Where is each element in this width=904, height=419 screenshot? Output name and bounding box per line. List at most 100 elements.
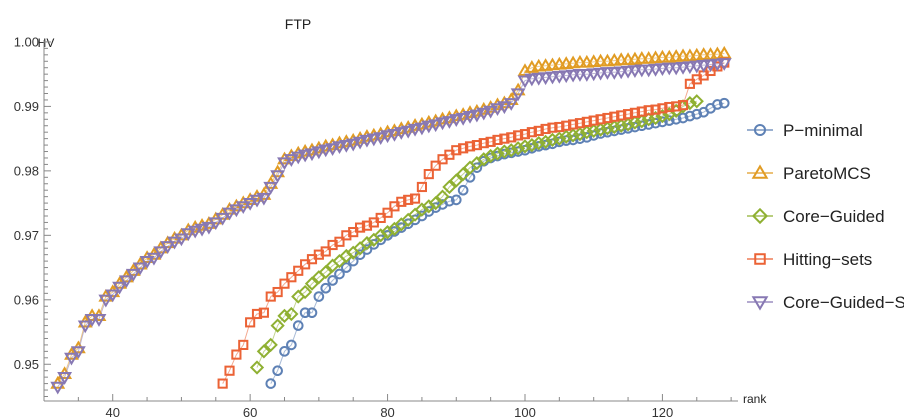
data-point xyxy=(668,62,684,76)
data-point xyxy=(586,123,601,139)
data-point xyxy=(112,281,128,295)
plot-area xyxy=(50,45,732,395)
data-point xyxy=(703,59,718,73)
data-point xyxy=(682,61,698,75)
x-tick-label: 100 xyxy=(514,405,536,419)
legend-marker xyxy=(751,164,769,179)
data-point xyxy=(272,365,283,377)
data-point xyxy=(661,62,677,76)
data-point xyxy=(334,236,345,247)
data-point xyxy=(709,58,725,72)
data-point xyxy=(499,133,510,144)
y-tick-label: 0.95 xyxy=(14,357,39,372)
data-point xyxy=(341,262,352,273)
y-axis-title: HV xyxy=(38,36,55,50)
data-point xyxy=(497,144,512,159)
data-point xyxy=(641,64,657,78)
data-point xyxy=(657,103,668,114)
x-tick-label: 40 xyxy=(105,405,119,419)
data-point xyxy=(354,222,366,233)
data-point xyxy=(235,201,251,215)
data-point xyxy=(565,128,581,143)
data-point xyxy=(242,197,258,211)
data-point xyxy=(490,146,505,161)
data-point xyxy=(249,194,265,208)
data-point xyxy=(421,120,437,134)
legend-item: Hitting−sets xyxy=(747,250,872,269)
legend-label: Core−Guided xyxy=(783,207,885,226)
data-point xyxy=(231,349,242,360)
data-point xyxy=(622,109,634,120)
data-point xyxy=(400,125,416,139)
data-point xyxy=(361,244,373,255)
data-point xyxy=(629,107,641,118)
data-point xyxy=(581,116,592,127)
data-point xyxy=(263,337,278,353)
data-point xyxy=(304,148,320,162)
x-tick-label: 120 xyxy=(652,405,674,419)
data-point xyxy=(716,45,732,59)
data-point xyxy=(504,143,519,158)
data-point xyxy=(256,344,271,359)
data-point xyxy=(677,100,689,111)
data-point xyxy=(311,146,327,160)
series-diamond xyxy=(249,94,704,375)
data-point xyxy=(318,264,333,280)
data-point xyxy=(627,65,643,78)
data-point xyxy=(125,268,141,282)
data-point xyxy=(160,241,176,254)
data-point xyxy=(483,105,499,119)
data-point xyxy=(64,352,79,366)
data-point xyxy=(600,121,615,136)
data-point xyxy=(441,116,457,129)
data-point xyxy=(554,121,565,133)
data-point xyxy=(696,47,712,60)
data-point xyxy=(602,112,613,124)
data-point xyxy=(334,268,345,280)
data-point xyxy=(228,204,244,218)
data-point xyxy=(572,127,588,142)
data-point xyxy=(483,148,498,164)
data-point xyxy=(345,138,361,152)
data-point xyxy=(320,246,331,257)
data-point xyxy=(297,284,313,300)
data-point xyxy=(545,132,560,148)
data-point xyxy=(614,118,629,133)
data-point xyxy=(57,372,73,385)
data-point xyxy=(478,138,489,149)
data-point xyxy=(458,143,469,154)
legend-item: Core−Guided xyxy=(747,207,885,226)
data-point xyxy=(382,207,393,218)
legend-item: ParetoMCS xyxy=(747,164,871,183)
y-tick-label: 1.00 xyxy=(14,34,39,49)
data-point xyxy=(517,139,533,154)
data-point xyxy=(561,120,572,131)
data-point xyxy=(572,69,588,82)
legend-marker xyxy=(751,296,769,311)
data-point xyxy=(654,63,670,77)
data-point xyxy=(634,114,649,129)
data-point xyxy=(613,66,629,80)
data-point xyxy=(643,105,654,116)
data-point xyxy=(648,63,663,77)
data-point xyxy=(284,306,299,322)
data-point xyxy=(572,54,588,68)
data-point xyxy=(634,51,650,64)
data-point xyxy=(511,141,526,156)
data-point xyxy=(332,141,347,155)
data-point xyxy=(671,101,682,112)
data-point xyxy=(139,256,155,269)
legend-label: P−minimal xyxy=(783,121,863,140)
data-point xyxy=(476,107,492,121)
legend-label: Hitting−sets xyxy=(783,250,872,269)
data-point xyxy=(194,223,210,237)
chart-title: FTP xyxy=(285,16,311,32)
data-point xyxy=(313,291,325,302)
data-point xyxy=(696,60,712,73)
data-point xyxy=(531,72,547,86)
data-point xyxy=(70,346,86,360)
data-point xyxy=(373,132,389,146)
data-point xyxy=(677,112,689,124)
x-tick-label: 60 xyxy=(243,405,257,419)
